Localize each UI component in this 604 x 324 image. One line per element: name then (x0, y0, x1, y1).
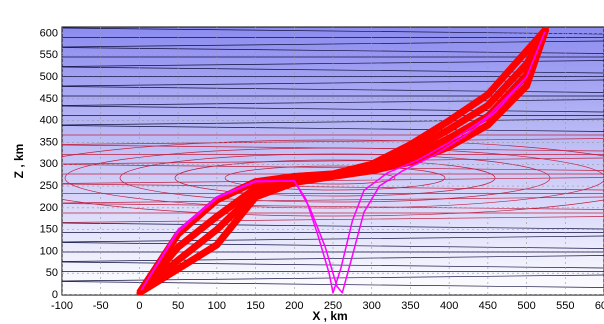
y-axis-title: Z , km (12, 144, 26, 179)
x-tick-label: 0 (136, 300, 142, 312)
y-tick-label: 600 (40, 27, 58, 39)
y-tick-label: 0 (52, 289, 58, 301)
contour-line (62, 196, 604, 204)
contour-line (62, 66, 604, 74)
contour-ellipse (64, 147, 604, 209)
y-tick-label: 250 (40, 180, 58, 192)
contour-line (62, 157, 604, 165)
x-tick-label: 300 (363, 300, 381, 312)
ray-line (137, 28, 550, 295)
y-tick-label: 300 (40, 158, 58, 170)
contour-line (62, 47, 604, 54)
contour-line (62, 177, 604, 184)
x-tick-label: 350 (401, 300, 419, 312)
x-tick-label: -100 (51, 300, 73, 312)
contour-ellipse (174, 159, 496, 197)
contour-ellipse (119, 153, 551, 203)
contour-line (62, 261, 604, 269)
y-tick-label: 550 (40, 49, 58, 61)
x-tick-label: 500 (517, 300, 535, 312)
x-tick-label: 400 (440, 300, 458, 312)
y-tick-label: 150 (40, 224, 58, 236)
x-tick-label: 250 (324, 300, 342, 312)
y-tick-label: 450 (40, 93, 58, 105)
x-tick-label: 450 (479, 300, 497, 312)
x-tick-label: -50 (93, 300, 109, 312)
x-tick-label: 600 (595, 300, 604, 312)
y-tick-label: 500 (40, 71, 58, 83)
endpoint (542, 27, 549, 33)
contour-line (62, 27, 604, 35)
x-axis-title: X , km (312, 309, 347, 323)
y-tick-label: 50 (46, 267, 58, 279)
y-tick-label: 350 (40, 136, 58, 148)
contour-line (62, 203, 604, 210)
endpoint (136, 289, 143, 295)
contour-line (62, 242, 604, 249)
ray-line (138, 28, 547, 294)
x-tick-label: 550 (556, 300, 574, 312)
contour-ellipse (62, 139, 604, 217)
contour-line (62, 216, 604, 223)
x-tick-label: 100 (208, 300, 226, 312)
contour-line (62, 138, 604, 145)
contour-ellipse (224, 165, 446, 191)
y-tick-label: 100 (40, 245, 58, 257)
plot (62, 27, 604, 295)
x-tick-label: 150 (246, 300, 264, 312)
y-tick-label: 200 (40, 202, 58, 214)
y-tick-label: 400 (40, 115, 58, 127)
contour-line (62, 222, 604, 230)
ray-line (138, 28, 547, 294)
x-tick-label: 200 (285, 300, 303, 312)
x-tick-label: 50 (172, 300, 184, 312)
